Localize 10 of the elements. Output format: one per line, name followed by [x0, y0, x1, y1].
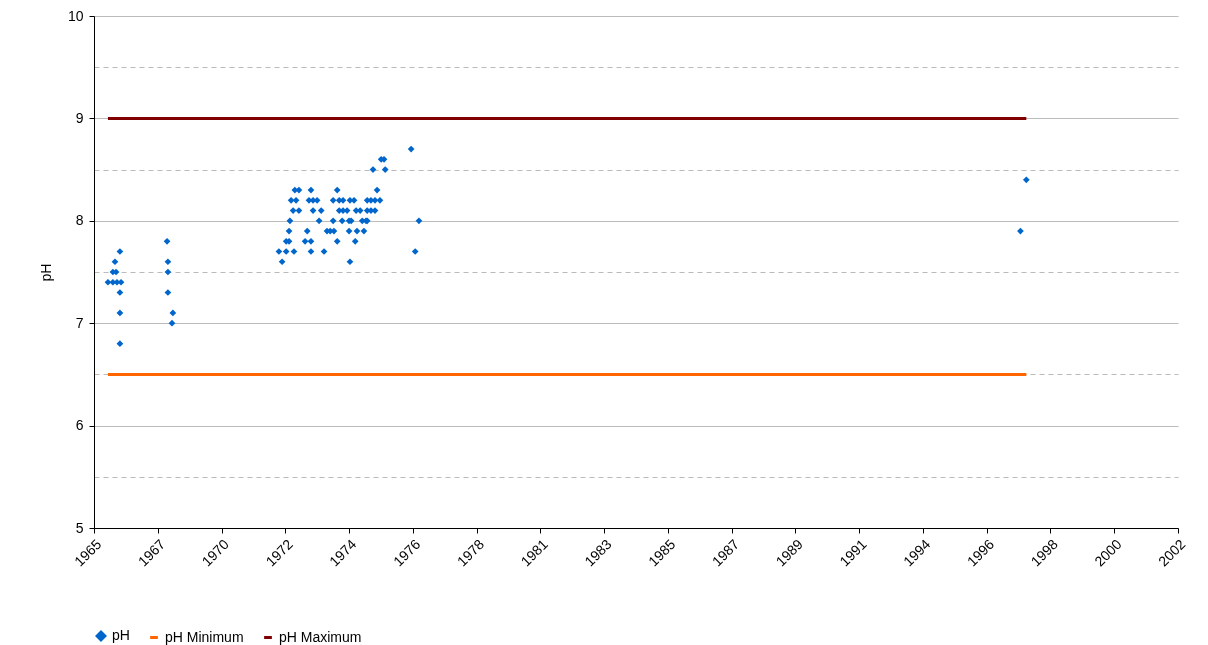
y-tick-label: 8: [75, 212, 84, 229]
legend-label: pH Minimum: [165, 628, 244, 645]
y-tick-label: 10: [67, 7, 84, 24]
y-axis-title: pH: [37, 263, 54, 282]
y-tick-label: 7: [75, 314, 84, 331]
legend-label: pH: [112, 627, 130, 644]
y-tick-label: 5: [75, 519, 84, 536]
y-tick-label: 9: [75, 109, 84, 126]
y-tick-label: 6: [75, 417, 84, 434]
legend-label: pH Maximum: [279, 628, 362, 645]
